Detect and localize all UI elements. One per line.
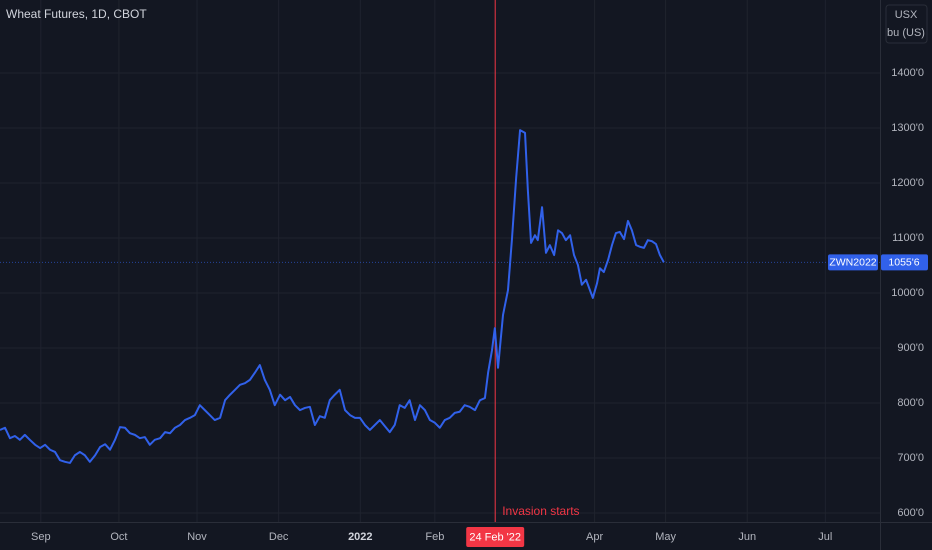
x-tick-label: Sep — [31, 531, 51, 543]
symbol-label: ZWN2022 — [829, 257, 876, 269]
y-tick-label: 1100'0 — [892, 232, 924, 244]
x-tick-label: Apr — [586, 531, 603, 543]
y-tick-label: 1000'0 — [891, 287, 924, 299]
price-line — [0, 129, 665, 464]
unit-box[interactable] — [885, 4, 928, 44]
symbol-badge — [828, 254, 878, 271]
x-tick-label: Nov — [187, 531, 207, 543]
x-tick-label: 2022 — [348, 531, 372, 543]
y-tick-label: 1300'0 — [891, 122, 924, 134]
last-price-label: 1055'6 — [888, 257, 919, 269]
y-tick-label: 900'0 — [897, 342, 924, 354]
currency: USX — [895, 9, 918, 21]
y-tick-label: 1200'0 — [891, 177, 924, 189]
grid — [0, 0, 880, 522]
chart-title: Wheat Futures, 1D, CBOT — [6, 7, 147, 21]
y-tick-label: 1400'0 — [891, 67, 924, 79]
x-tick-label: Oct — [110, 531, 127, 543]
event-annotation: Invasion starts — [502, 504, 579, 518]
y-tick-label: 700'0 — [897, 452, 924, 464]
x-tick-label: Jun — [738, 531, 756, 543]
unit: bu (US) — [887, 27, 925, 39]
event-date-box — [466, 527, 525, 547]
x-tick-label: Feb — [425, 531, 444, 543]
last-price-badge — [881, 254, 928, 271]
x-tick-label: Jul — [818, 531, 832, 543]
x-tick-label: May — [655, 531, 676, 543]
y-tick-label: 800'0 — [897, 397, 924, 409]
x-tick-label: Dec — [269, 531, 289, 543]
event-date-label: 24 Feb '22 — [469, 531, 521, 543]
y-tick-label: 600'0 — [897, 507, 924, 519]
